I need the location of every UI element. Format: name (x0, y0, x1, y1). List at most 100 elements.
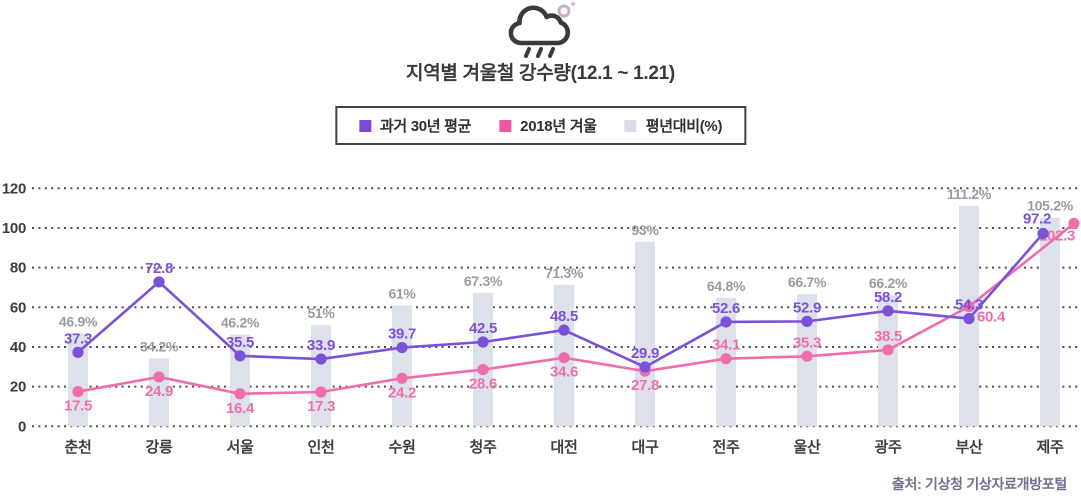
bar-value-label: 111.2% (947, 186, 992, 202)
point-value-label: 17.5 (64, 398, 92, 415)
y-axis-tick-label: 80 (10, 260, 26, 277)
bar-광주 (878, 295, 898, 427)
data-point-2018년 겨울-울산 (801, 350, 813, 362)
legend-label: 과거 30년 평균 (379, 118, 472, 135)
cloud-outline (508, 5, 571, 46)
bar-value-label: 34.2% (140, 338, 179, 354)
point-value-label: 34.6 (550, 364, 578, 381)
x-axis-category-label: 광주 (874, 438, 902, 456)
x-axis-category-label: 대구 (631, 439, 659, 456)
data-point-과거 30년 평균-대전 (558, 324, 570, 336)
bar-value-label: 93% (631, 222, 659, 238)
data-point-과거 30년 평균-강릉 (153, 276, 165, 288)
bar-청주 (473, 292, 493, 427)
data-point-과거 30년 평균-대구 (639, 361, 651, 373)
point-value-label: 97.2 (1023, 211, 1051, 228)
data-point-2018년 겨울-춘천 (72, 385, 84, 398)
bar-대구 (635, 241, 655, 427)
y-axis-tick-label: 0 (18, 418, 26, 435)
x-axis-category-label: 강릉 (145, 438, 173, 456)
bar-value-label: 46.9% (59, 313, 98, 329)
point-value-label: 39.7 (388, 326, 416, 343)
bar-value-label: 67.3% (464, 273, 503, 289)
point-value-label: 35.5 (226, 334, 254, 351)
point-value-label: 17.3 (307, 398, 335, 415)
data-point-2018년 겨울-청주 (477, 363, 489, 376)
legend-swatch-vs-normal-percent (624, 119, 637, 132)
data-point-2018년 겨울-인천 (315, 386, 327, 398)
chart-legend: 과거 30년 평균 2018년 겨울 평년대비(%) (334, 106, 747, 145)
data-point-2018년 겨울-제주 (1068, 217, 1080, 230)
x-axis-category-label: 서울 (226, 439, 254, 456)
bar-value-label: 46.2% (221, 315, 260, 331)
point-value-label: 72.8 (145, 260, 173, 277)
data-point-과거 30년 평균-울산 (801, 315, 813, 327)
bar-value-label: 61% (388, 285, 416, 301)
point-value-label: 27.8 (631, 377, 659, 394)
data-point-2018년 겨울-강릉 (153, 371, 165, 383)
point-value-label: 35.3 (793, 334, 821, 351)
point-value-label: 33.9 (307, 337, 335, 354)
bar-value-label: 66.7% (788, 274, 827, 290)
legend-item-2018-winter: 2018년 겨울 (499, 115, 597, 136)
data-point-2018년 겨울-부산 (963, 300, 975, 313)
x-axis-category-label: 대전 (550, 439, 577, 456)
data-point-과거 30년 평균-부산 (963, 313, 975, 325)
bar-value-label: 105.2% (1027, 198, 1074, 214)
y-axis-tick-label: 120 (2, 180, 26, 197)
point-value-label: 60.4 (977, 309, 1006, 326)
data-point-과거 30년 평균-춘천 (72, 346, 84, 358)
y-axis-tick-label: 20 (10, 379, 26, 396)
data-point-2018년 겨울-대전 (558, 352, 570, 364)
data-point-과거 30년 평균-인천 (315, 353, 327, 365)
data-point-과거 30년 평균-청주 (477, 336, 489, 348)
data-point-2018년 겨울-전주 (720, 353, 732, 365)
point-value-label: 28.6 (469, 376, 497, 393)
source-caption: 출처: 기상청 기상자료개방포털 (891, 476, 1067, 492)
page-title: 지역별 겨울철 강수량(12.1 ~ 1.21) (406, 63, 675, 84)
point-value-label: 54.3 (955, 297, 983, 314)
data-point-과거 30년 평균-제주 (1037, 227, 1049, 240)
bar-인천 (311, 325, 331, 427)
snow-ring-icon (557, 4, 571, 18)
point-value-label: 42.5 (469, 320, 497, 337)
bar-value-label: 64.8% (707, 278, 746, 294)
point-value-label: 29.9 (631, 345, 659, 362)
point-value-label: 24.9 (145, 383, 173, 400)
legend-label: 평년대비(%) (645, 118, 723, 135)
bar-value-label: 51% (307, 305, 335, 321)
legend-item-past-30yr-average: 과거 30년 평균 (358, 115, 472, 136)
x-axis-category-label: 청주 (469, 439, 497, 456)
legend-item-vs-normal-percent: 평년대비(%) (624, 115, 723, 136)
point-value-label: 48.5 (550, 308, 578, 325)
point-value-label: 52.9 (793, 299, 821, 316)
legend-swatch-past-30yr-average (358, 119, 371, 132)
data-point-과거 30년 평균-수원 (396, 341, 408, 354)
legend-label: 2018년 겨울 (520, 118, 597, 135)
y-axis-tick-label: 60 (10, 299, 26, 316)
x-axis-category-label: 전주 (712, 439, 740, 456)
data-point-과거 30년 평균-광주 (882, 305, 894, 317)
snow-dot-icon (571, 2, 575, 6)
data-point-2018년 겨울-광주 (882, 344, 894, 356)
data-point-과거 30년 평균-서울 (234, 350, 246, 362)
bar-수원 (392, 305, 412, 427)
point-value-label: 52.6 (712, 300, 740, 317)
x-axis-category-label: 제주 (1036, 439, 1064, 456)
cloud-rain-icon (503, 2, 579, 58)
x-axis-category-label: 인천 (307, 438, 334, 456)
rain-drops (524, 47, 555, 58)
point-value-label: 34.1 (712, 337, 740, 354)
bar-value-label: 66.2% (869, 275, 908, 291)
x-axis-category-label: 수원 (388, 439, 415, 456)
bar-춘천 (68, 333, 88, 427)
y-axis-tick-label: 100 (2, 220, 26, 237)
bar-제주 (1040, 217, 1060, 427)
point-value-label: 37.3 (64, 330, 92, 347)
data-point-과거 30년 평균-전주 (720, 316, 732, 328)
data-point-2018년 겨울-수원 (396, 372, 408, 384)
y-axis-tick-label: 40 (10, 339, 26, 356)
x-axis-category-label: 춘천 (64, 438, 91, 456)
